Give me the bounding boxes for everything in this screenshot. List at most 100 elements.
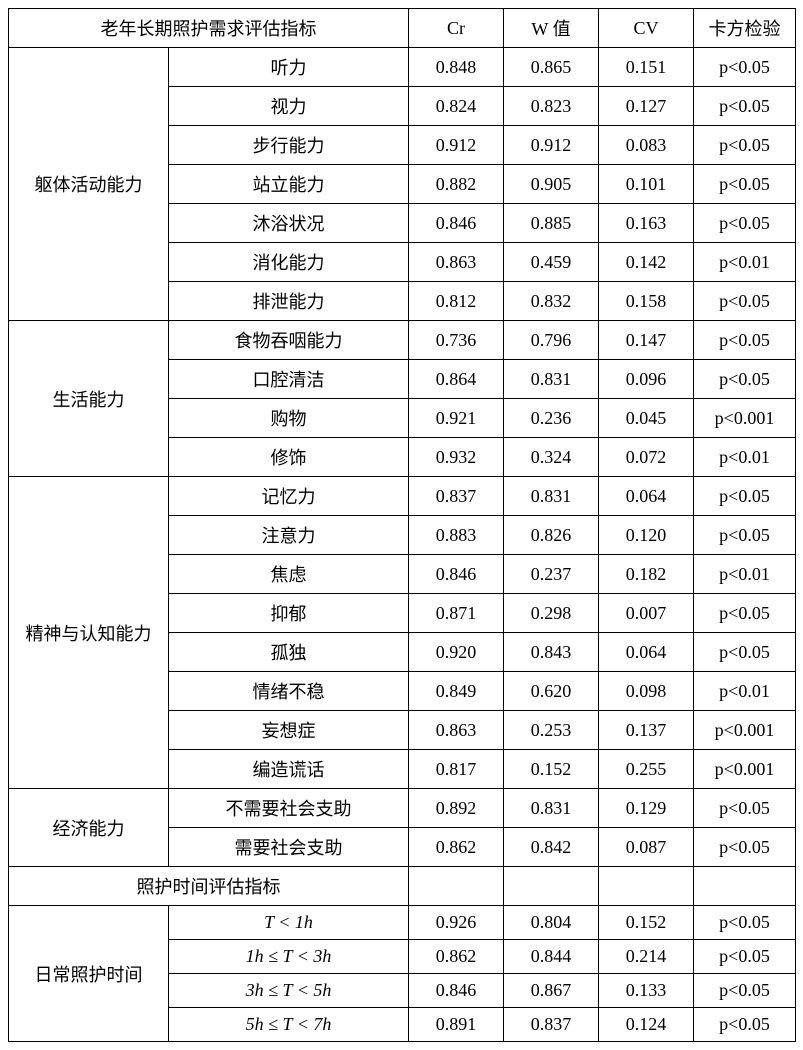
value-cr: 0.824	[409, 87, 504, 126]
value-chi: p<0.01	[694, 672, 796, 711]
value-cr: 0.912	[409, 126, 504, 165]
value-chi: p<0.01	[694, 555, 796, 594]
value-w: 0.831	[504, 789, 599, 828]
value-chi: p<0.05	[694, 789, 796, 828]
item-name: 步行能力	[169, 126, 409, 165]
value-w: 0.867	[504, 974, 599, 1008]
value-cv: 0.087	[599, 828, 694, 867]
value-chi: p<0.001	[694, 399, 796, 438]
category-name: 日常照护时间	[9, 906, 169, 1042]
empty-cell	[599, 867, 694, 906]
value-chi: p<0.05	[694, 321, 796, 360]
item-name: 购物	[169, 399, 409, 438]
value-cv: 0.158	[599, 282, 694, 321]
value-w: 0.796	[504, 321, 599, 360]
item-name: 记忆力	[169, 477, 409, 516]
value-cr: 0.817	[409, 750, 504, 789]
empty-cell	[694, 867, 796, 906]
item-name: 编造谎话	[169, 750, 409, 789]
value-cv: 0.124	[599, 1008, 694, 1042]
value-cv: 0.007	[599, 594, 694, 633]
value-cv: 0.255	[599, 750, 694, 789]
value-w: 0.459	[504, 243, 599, 282]
header-cr: Cr	[409, 9, 504, 48]
value-cv: 0.064	[599, 477, 694, 516]
item-name: 排泄能力	[169, 282, 409, 321]
value-cr: 0.736	[409, 321, 504, 360]
item-name: 不需要社会支助	[169, 789, 409, 828]
item-name: 视力	[169, 87, 409, 126]
value-chi: p<0.05	[694, 126, 796, 165]
value-w: 0.152	[504, 750, 599, 789]
table-row: 躯体活动能力听力0.8480.8650.151p<0.05	[9, 48, 796, 87]
value-w: 0.620	[504, 672, 599, 711]
value-w: 0.253	[504, 711, 599, 750]
value-chi: p<0.05	[694, 594, 796, 633]
item-name: 孤独	[169, 633, 409, 672]
value-chi: p<0.05	[694, 282, 796, 321]
assessment-table: 老年长期照护需求评估指标CrW 值CV卡方检验躯体活动能力听力0.8480.86…	[8, 8, 796, 1042]
value-chi: p<0.001	[694, 750, 796, 789]
item-name: 修饰	[169, 438, 409, 477]
value-chi: p<0.01	[694, 243, 796, 282]
value-cr: 0.862	[409, 940, 504, 974]
header-category: 老年长期照护需求评估指标	[9, 9, 409, 48]
value-cr: 0.891	[409, 1008, 504, 1042]
value-cr: 0.892	[409, 789, 504, 828]
value-cv: 0.129	[599, 789, 694, 828]
value-w: 0.844	[504, 940, 599, 974]
value-w: 0.832	[504, 282, 599, 321]
value-cr: 0.883	[409, 516, 504, 555]
value-cr: 0.863	[409, 243, 504, 282]
item-math: 3h ≤ T < 5h	[169, 974, 409, 1008]
table-row: 照护时间评估指标	[9, 867, 796, 906]
item-name: 抑郁	[169, 594, 409, 633]
value-w: 0.237	[504, 555, 599, 594]
value-cv: 0.182	[599, 555, 694, 594]
category-name: 经济能力	[9, 789, 169, 867]
value-chi: p<0.05	[694, 48, 796, 87]
value-w: 0.831	[504, 360, 599, 399]
table-row: 日常照护时间T < 1h0.9260.8040.152p<0.05	[9, 906, 796, 940]
value-cv: 0.133	[599, 974, 694, 1008]
item-name: 情绪不稳	[169, 672, 409, 711]
value-w: 0.843	[504, 633, 599, 672]
value-cv: 0.127	[599, 87, 694, 126]
item-name: 焦虑	[169, 555, 409, 594]
value-chi: p<0.05	[694, 360, 796, 399]
value-chi: p<0.05	[694, 974, 796, 1008]
value-cr: 0.837	[409, 477, 504, 516]
value-chi: p<0.05	[694, 87, 796, 126]
section-header: 照护时间评估指标	[9, 867, 409, 906]
value-chi: p<0.05	[694, 165, 796, 204]
value-cv: 0.151	[599, 48, 694, 87]
value-w: 0.837	[504, 1008, 599, 1042]
value-w: 0.885	[504, 204, 599, 243]
value-w: 0.865	[504, 48, 599, 87]
value-w: 0.236	[504, 399, 599, 438]
item-name: 站立能力	[169, 165, 409, 204]
category-name: 精神与认知能力	[9, 477, 169, 789]
value-chi: p<0.05	[694, 1008, 796, 1042]
value-cv: 0.083	[599, 126, 694, 165]
category-name: 生活能力	[9, 321, 169, 477]
item-name: 食物吞咽能力	[169, 321, 409, 360]
value-cv: 0.142	[599, 243, 694, 282]
item-name: 消化能力	[169, 243, 409, 282]
value-w: 0.905	[504, 165, 599, 204]
value-chi: p<0.001	[694, 711, 796, 750]
value-cr: 0.863	[409, 711, 504, 750]
table-row: 老年长期照护需求评估指标CrW 值CV卡方检验	[9, 9, 796, 48]
value-w: 0.823	[504, 87, 599, 126]
value-cr: 0.862	[409, 828, 504, 867]
value-cr: 0.848	[409, 48, 504, 87]
value-w: 0.324	[504, 438, 599, 477]
header-chi: 卡方检验	[694, 9, 796, 48]
value-chi: p<0.05	[694, 828, 796, 867]
header-w: W 值	[504, 9, 599, 48]
item-name: 沐浴状况	[169, 204, 409, 243]
empty-cell	[409, 867, 504, 906]
item-math: 1h ≤ T < 3h	[169, 940, 409, 974]
table-row: 经济能力不需要社会支助0.8920.8310.129p<0.05	[9, 789, 796, 828]
value-chi: p<0.05	[694, 477, 796, 516]
